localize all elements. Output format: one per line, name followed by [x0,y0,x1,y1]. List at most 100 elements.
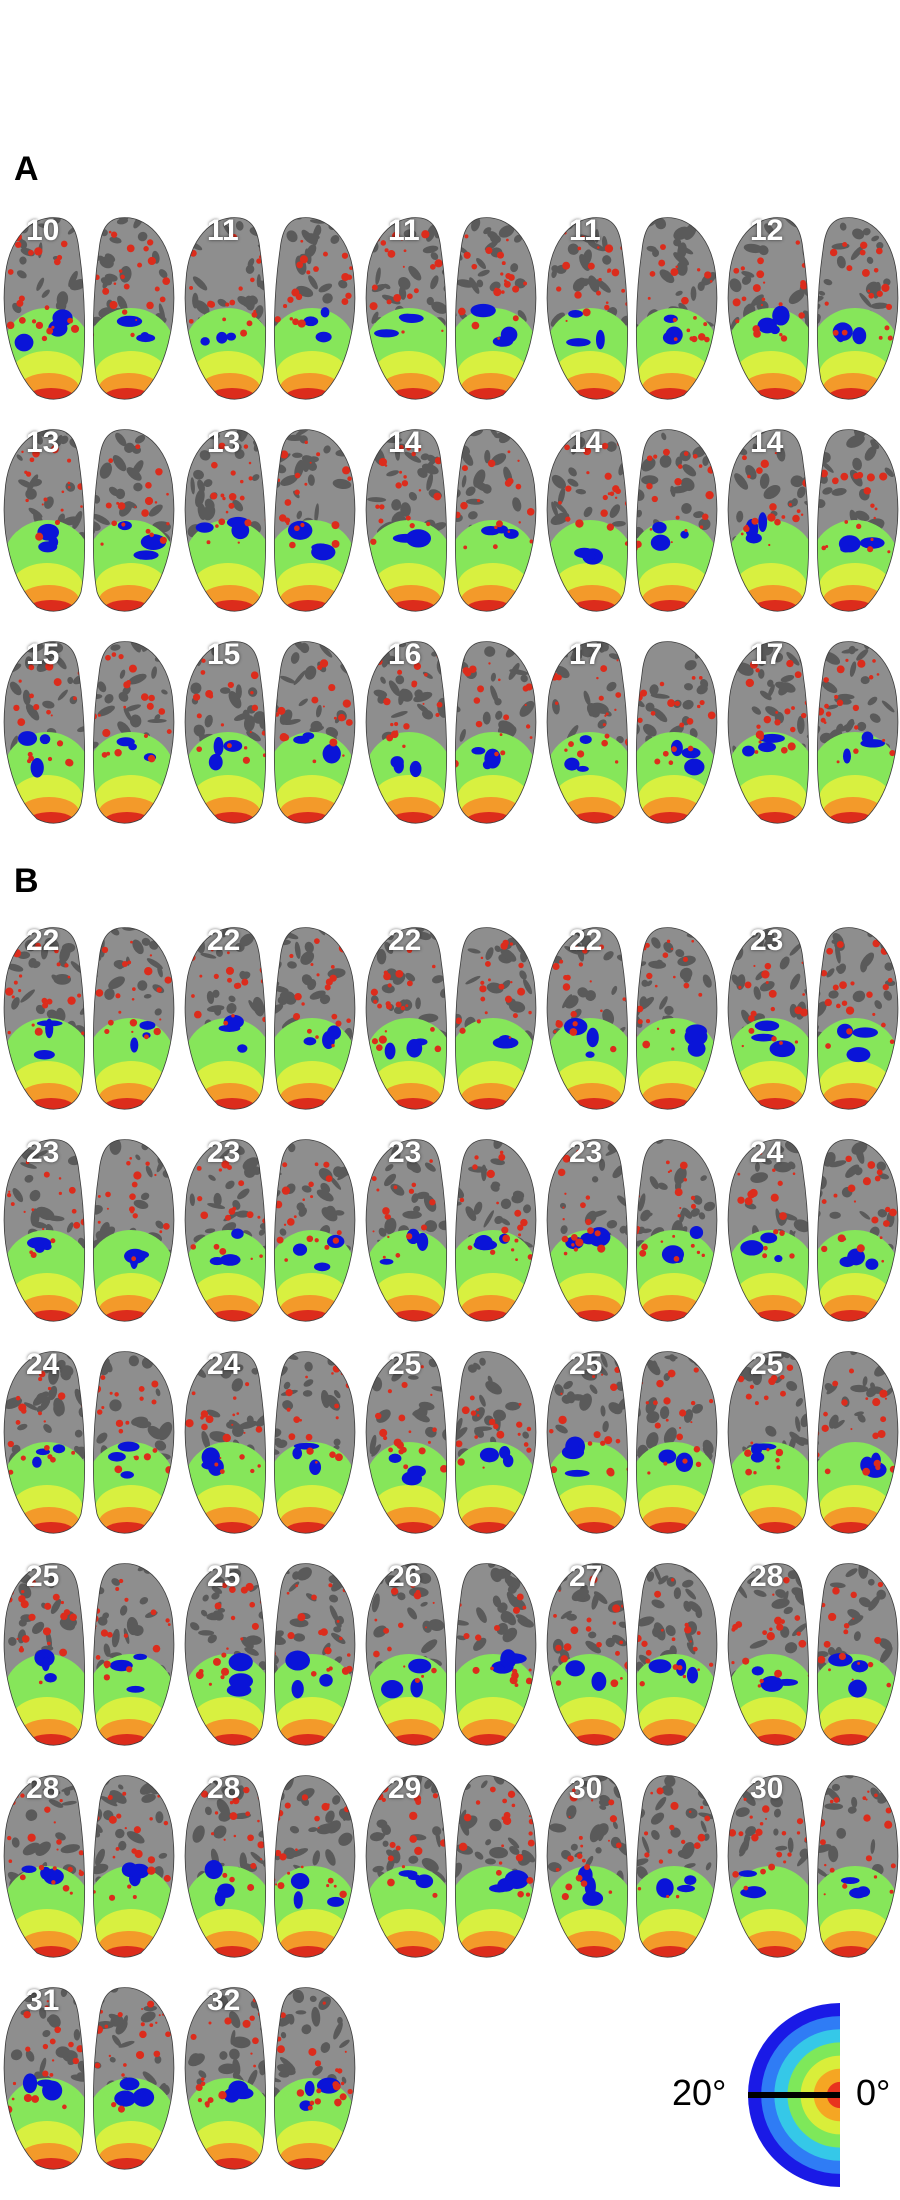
brain-map-tile: 25 [181,1546,359,1751]
subject-age-label: 14 [750,426,784,459]
brain-map-tile: 11 [362,200,540,405]
subject-age-label: 22 [207,924,241,957]
brain-surface-image [3,1563,175,1746]
brain-map-tile: 17 [543,624,721,829]
legend-label-0deg: 0° [856,2072,891,2113]
brain-surface-image [727,429,899,612]
brain-surface-image [727,217,899,400]
brain-map-tile: 27 [543,1546,721,1751]
brain-map-tile: 30 [724,1758,900,1963]
brain-surface-image [365,1351,537,1534]
brain-map-tile: 26 [362,1546,540,1751]
brain-surface-image [184,429,356,612]
brain-surface-image [365,1139,537,1322]
brain-surface-image [546,217,718,400]
subject-age-label: 30 [750,1772,784,1805]
brain-map-tile: 13 [0,412,178,617]
subject-age-label: 11 [388,214,420,247]
brain-map-tile: 14 [362,412,540,617]
brain-surface-image [184,1351,356,1534]
brain-surface-image [184,1139,356,1322]
brain-surface-image [365,429,537,612]
brain-map-tile: 25 [543,1334,721,1539]
brain-surface-image [3,1139,175,1322]
subject-age-label: 25 [207,1560,241,1593]
brain-surface-image [546,429,718,612]
brain-map-tile: 28 [0,1758,178,1963]
brain-map-tile: 22 [181,910,359,1115]
brain-surface-image [546,1351,718,1534]
subject-age-label: 23 [388,1136,422,1169]
brain-map-tile: 25 [362,1334,540,1539]
brain-map-tile: 11 [543,200,721,405]
brain-map-tile: 31 [0,1970,178,2175]
subject-age-label: 13 [207,426,241,459]
subject-age-label: 25 [388,1348,422,1381]
brain-surface-image [546,1563,718,1746]
brain-surface-image [184,1563,356,1746]
brain-surface-image [727,1563,899,1746]
subject-age-label: 23 [26,1136,60,1169]
brain-surface-image [3,641,175,824]
brain-map-tile: 24 [724,1122,900,1327]
brain-surface-image [546,927,718,1110]
brain-map-tile: 23 [362,1122,540,1327]
subject-age-label: 29 [388,1772,422,1805]
brain-surface-image [727,1775,899,1958]
subject-age-label: 14 [569,426,603,459]
subject-age-label: 14 [388,426,422,459]
subject-age-label: 30 [569,1772,603,1805]
subject-age-label: 23 [750,924,784,957]
brain-map-tile: 15 [0,624,178,829]
subject-age-label: 11 [569,214,601,247]
brain-map-tile: 22 [0,910,178,1115]
brain-surface-image [546,641,718,824]
brain-surface-image [184,1775,356,1958]
subject-age-label: 32 [207,1984,241,2017]
subject-age-label: 12 [750,214,784,247]
brain-surface-image [3,1987,175,2170]
brain-map-tile: 25 [0,1546,178,1751]
brain-map-tile: 28 [181,1758,359,1963]
brain-map-tile: 23 [543,1122,721,1327]
brain-surface-image [3,429,175,612]
brain-map-tile: 17 [724,624,900,829]
subject-age-label: 24 [750,1136,784,1169]
subject-age-label: 28 [750,1560,784,1593]
subject-age-label: 15 [26,638,60,671]
brain-map-tile: 28 [724,1546,900,1751]
brain-surface-image [727,927,899,1110]
subject-age-label: 17 [750,638,784,671]
brain-surface-image [727,641,899,824]
brain-map-tile: 29 [362,1758,540,1963]
subject-age-label: 11 [207,214,239,247]
brain-surface-image [3,1351,175,1534]
subject-age-label: 23 [207,1136,241,1169]
brain-surface-image [184,217,356,400]
subject-age-label: 27 [569,1560,603,1593]
eccentricity-legend-wedge [748,2003,840,2187]
subject-age-label: 22 [26,924,60,957]
subject-age-label: 25 [569,1348,603,1381]
brain-map-tile: 30 [543,1758,721,1963]
brain-map-tile: 14 [724,412,900,617]
subject-age-label: 15 [207,638,241,671]
brain-surface-image [365,1563,537,1746]
brain-surface-image [365,217,537,400]
brain-surface-image [365,1775,537,1958]
brain-map-tile: 11 [181,200,359,405]
panel-label-b: B [14,862,39,900]
brain-map-tile: 23 [0,1122,178,1327]
subject-age-label: 31 [26,1984,60,2017]
subject-age-label: 23 [569,1136,603,1169]
brain-surface-image [3,1775,175,1958]
brain-map-tile: 23 [724,910,900,1115]
brain-map-tile: 16 [362,624,540,829]
subject-age-label: 16 [388,638,422,671]
subject-age-label: 26 [388,1560,422,1593]
brain-map-tile: 13 [181,412,359,617]
subject-age-label: 22 [569,924,603,957]
brain-surface-image [184,1987,356,2170]
brain-surface-image [546,1139,718,1322]
